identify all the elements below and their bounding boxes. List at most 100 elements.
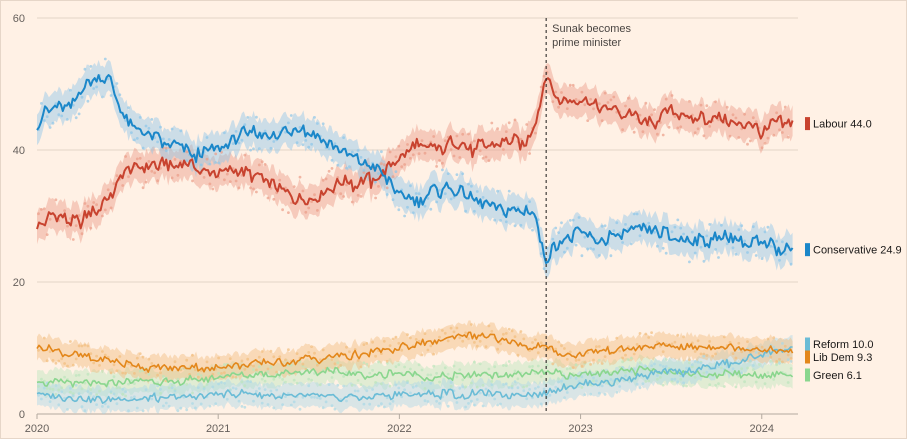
poll-point bbox=[316, 209, 319, 212]
poll-point bbox=[641, 130, 645, 134]
poll-point bbox=[458, 386, 462, 390]
poll-point bbox=[751, 349, 755, 353]
poll-point bbox=[220, 381, 223, 384]
poll-point bbox=[112, 392, 116, 396]
poll-point bbox=[89, 226, 93, 230]
poll-point bbox=[679, 125, 683, 129]
poll-point bbox=[214, 402, 218, 405]
poll-point bbox=[234, 130, 238, 133]
y-tick-label: 40 bbox=[13, 145, 25, 157]
poll-point bbox=[702, 352, 706, 356]
poll-point bbox=[746, 340, 749, 343]
poll-point bbox=[589, 247, 592, 250]
poll-point bbox=[327, 383, 331, 386]
poll-point bbox=[557, 377, 560, 381]
poll-point bbox=[374, 196, 377, 200]
poll-point bbox=[679, 374, 683, 378]
poll-point bbox=[673, 115, 677, 118]
poll-point bbox=[173, 360, 177, 364]
poll-point bbox=[568, 367, 572, 370]
poll-point bbox=[240, 405, 244, 408]
poll-point bbox=[162, 137, 165, 141]
poll-point bbox=[202, 387, 206, 390]
poll-point bbox=[737, 136, 741, 139]
poll-point bbox=[316, 363, 319, 367]
poll-point bbox=[66, 224, 69, 228]
poll-point bbox=[746, 251, 749, 254]
poll-point bbox=[208, 182, 212, 186]
poll-point bbox=[54, 102, 58, 105]
poll-point bbox=[83, 409, 87, 413]
poll-point bbox=[423, 204, 427, 208]
poll-point bbox=[638, 113, 642, 117]
poll-point bbox=[295, 141, 299, 145]
poll-point bbox=[688, 260, 691, 264]
poll-point bbox=[714, 352, 717, 356]
poll-point bbox=[682, 335, 685, 339]
poll-point bbox=[464, 405, 467, 409]
poll-point bbox=[757, 363, 761, 366]
poll-point bbox=[382, 339, 386, 343]
poll-point bbox=[542, 74, 546, 78]
poll-point bbox=[101, 369, 104, 373]
poll-point bbox=[478, 391, 482, 395]
poll-point bbox=[37, 212, 40, 216]
poll-point bbox=[83, 202, 87, 205]
poll-point bbox=[690, 230, 694, 234]
poll-point bbox=[124, 390, 127, 394]
poll-point bbox=[310, 378, 313, 382]
poll-point bbox=[316, 122, 319, 125]
poll-point bbox=[769, 244, 773, 248]
poll-point bbox=[574, 243, 578, 247]
poll-point bbox=[69, 88, 72, 92]
poll-point bbox=[746, 142, 749, 146]
poll-point bbox=[766, 371, 770, 374]
poll-point bbox=[621, 241, 624, 244]
poll-point bbox=[435, 200, 438, 204]
poll-point bbox=[263, 388, 267, 391]
poll-point bbox=[179, 368, 183, 372]
poll-point bbox=[478, 149, 482, 153]
poll-point bbox=[446, 172, 450, 176]
poll-point bbox=[781, 240, 784, 244]
band-green bbox=[37, 354, 793, 399]
poll-point bbox=[751, 368, 755, 372]
poll-point bbox=[699, 245, 703, 249]
poll-point bbox=[455, 326, 459, 330]
poll-point bbox=[621, 360, 624, 364]
poll-point bbox=[234, 387, 238, 391]
poll-point bbox=[362, 169, 366, 172]
poll-point bbox=[310, 200, 313, 204]
poll-point bbox=[653, 230, 656, 234]
poll-point bbox=[731, 113, 735, 117]
poll-point bbox=[356, 149, 360, 152]
poll-point bbox=[284, 130, 287, 134]
poll-point bbox=[289, 403, 293, 407]
poll-point bbox=[176, 409, 180, 413]
poll-point bbox=[243, 123, 247, 127]
y-tick-label: 20 bbox=[13, 277, 25, 289]
poll-point bbox=[455, 134, 459, 138]
poll-point bbox=[377, 360, 380, 364]
poll-point bbox=[89, 392, 93, 395]
poll-point bbox=[656, 244, 659, 248]
poll-point bbox=[496, 127, 499, 131]
poll-point bbox=[452, 195, 456, 199]
poll-point bbox=[705, 354, 709, 357]
poll-point bbox=[199, 163, 203, 167]
poll-point bbox=[83, 343, 87, 347]
poll-point bbox=[350, 200, 354, 204]
poll-point bbox=[263, 129, 267, 133]
poll-point bbox=[263, 379, 267, 383]
poll-point bbox=[548, 393, 552, 397]
poll-point bbox=[754, 351, 758, 354]
poll-point bbox=[473, 403, 476, 407]
poll-point bbox=[307, 206, 311, 210]
poll-point bbox=[40, 377, 43, 381]
poll-point bbox=[487, 393, 491, 397]
legend-swatch bbox=[805, 368, 810, 382]
poll-point bbox=[612, 95, 616, 99]
poll-point bbox=[583, 235, 587, 239]
poll-point bbox=[237, 186, 241, 190]
poll-point bbox=[112, 363, 116, 367]
